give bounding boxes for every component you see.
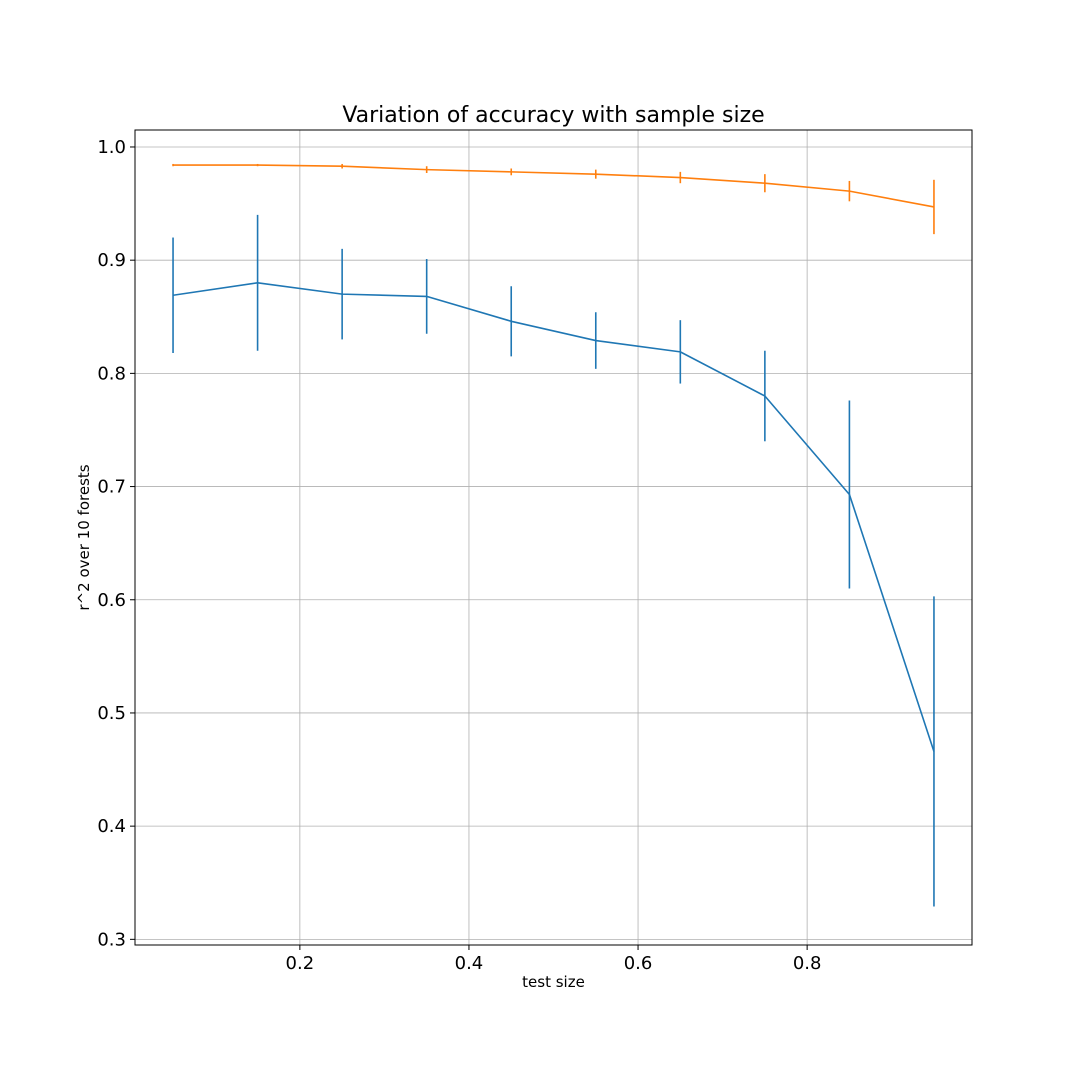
y-axis-label: r^2 over 10 forests	[75, 464, 93, 610]
y-tick-label: 1.0	[97, 137, 126, 158]
y-tick-label: 0.8	[97, 363, 126, 384]
y-tick-label: 0.4	[97, 816, 126, 837]
axis-ticks: 0.2 0.4 0.6 0.8 0.3 0.4 0.5 0.6 0.7 0.8 0.9 1.0	[97, 137, 821, 974]
series-2	[172, 163, 935, 235]
y-tick-label: 0.9	[97, 250, 126, 271]
chart-title: Variation of accuracy with sample size	[342, 103, 764, 128]
series-1	[172, 214, 935, 907]
series-layer	[172, 163, 935, 907]
x-tick-label: 0.2	[286, 953, 315, 974]
y-tick-label: 0.3	[97, 929, 126, 950]
x-axis-label: test size	[522, 973, 585, 991]
plot-frame	[134, 129, 973, 946]
series-line	[172, 282, 935, 752]
grid	[135, 130, 972, 945]
y-tick-label: 0.7	[97, 477, 126, 498]
x-tick-label: 0.4	[455, 953, 484, 974]
y-tick-label: 0.5	[97, 703, 126, 724]
x-tick-label: 0.8	[793, 953, 822, 974]
series-line	[173, 164, 935, 208]
x-tick-label: 0.6	[624, 953, 653, 974]
y-tick-label: 0.6	[97, 590, 126, 611]
